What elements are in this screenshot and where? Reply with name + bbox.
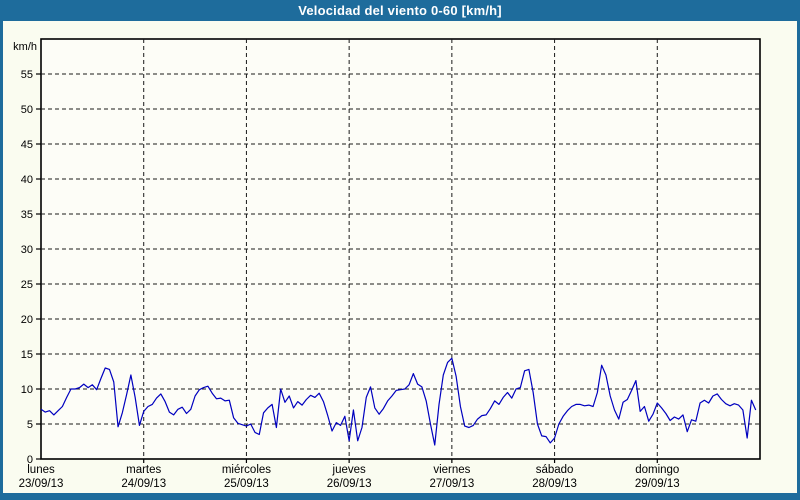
x-date-label-3: 26/09/13 — [327, 478, 372, 490]
x-day-label-viernes: viernes — [433, 464, 470, 476]
y-tick-label-50: 50 — [21, 104, 33, 116]
y-tick-label-10: 10 — [21, 384, 33, 396]
chart-title: Velocidad del viento 0-60 [km/h] — [298, 3, 502, 18]
y-tick-label-20: 20 — [21, 314, 33, 326]
y-tick-label-15: 15 — [21, 349, 33, 361]
x-date-label-1: 24/09/13 — [121, 478, 166, 490]
y-tick-label-30: 30 — [21, 244, 33, 256]
x-day-label-martes: martes — [126, 464, 161, 476]
x-date-label-4: 27/09/13 — [429, 478, 474, 490]
x-date-label-6: 29/09/13 — [635, 478, 680, 490]
y-tick-label-35: 35 — [21, 209, 33, 221]
y-axis-unit-label: km/h — [13, 41, 37, 53]
x-day-label-sábado: sábado — [536, 464, 574, 476]
wind-speed-chart: 0 5 10 15 20 25 30 35 40 45 50 55 lunes 23/09/13 marte… — [13, 38, 761, 490]
y-tick-label-0: 0 — [27, 454, 33, 466]
y-tick-label-25: 25 — [21, 279, 33, 291]
y-tick-label-55: 55 — [21, 69, 33, 81]
x-day-label-miércoles: miércoles — [222, 464, 271, 476]
x-date-label-2: 25/09/13 — [224, 478, 269, 490]
y-tick-label-5: 5 — [27, 419, 33, 431]
x-day-label-lunes: lunes — [27, 464, 55, 476]
title-bar: Velocidad del viento 0-60 [km/h] — [0, 0, 800, 21]
chart-layers: 0 5 10 15 20 25 30 35 40 45 50 55 lunes 23/09/13 marte… — [19, 38, 761, 490]
x-date-label-5: 28/09/13 — [532, 478, 577, 490]
chart-content: 0 5 10 15 20 25 30 35 40 45 50 55 lunes 23/09/13 marte… — [3, 21, 797, 493]
wind-speed-line — [40, 357, 757, 446]
x-day-label-jueves: jueves — [332, 464, 366, 476]
x-date-label-0: 23/09/13 — [19, 478, 64, 490]
y-tick-label-40: 40 — [21, 174, 33, 186]
y-tick-label-45: 45 — [21, 139, 33, 151]
x-day-label-domingo: domingo — [635, 464, 679, 476]
